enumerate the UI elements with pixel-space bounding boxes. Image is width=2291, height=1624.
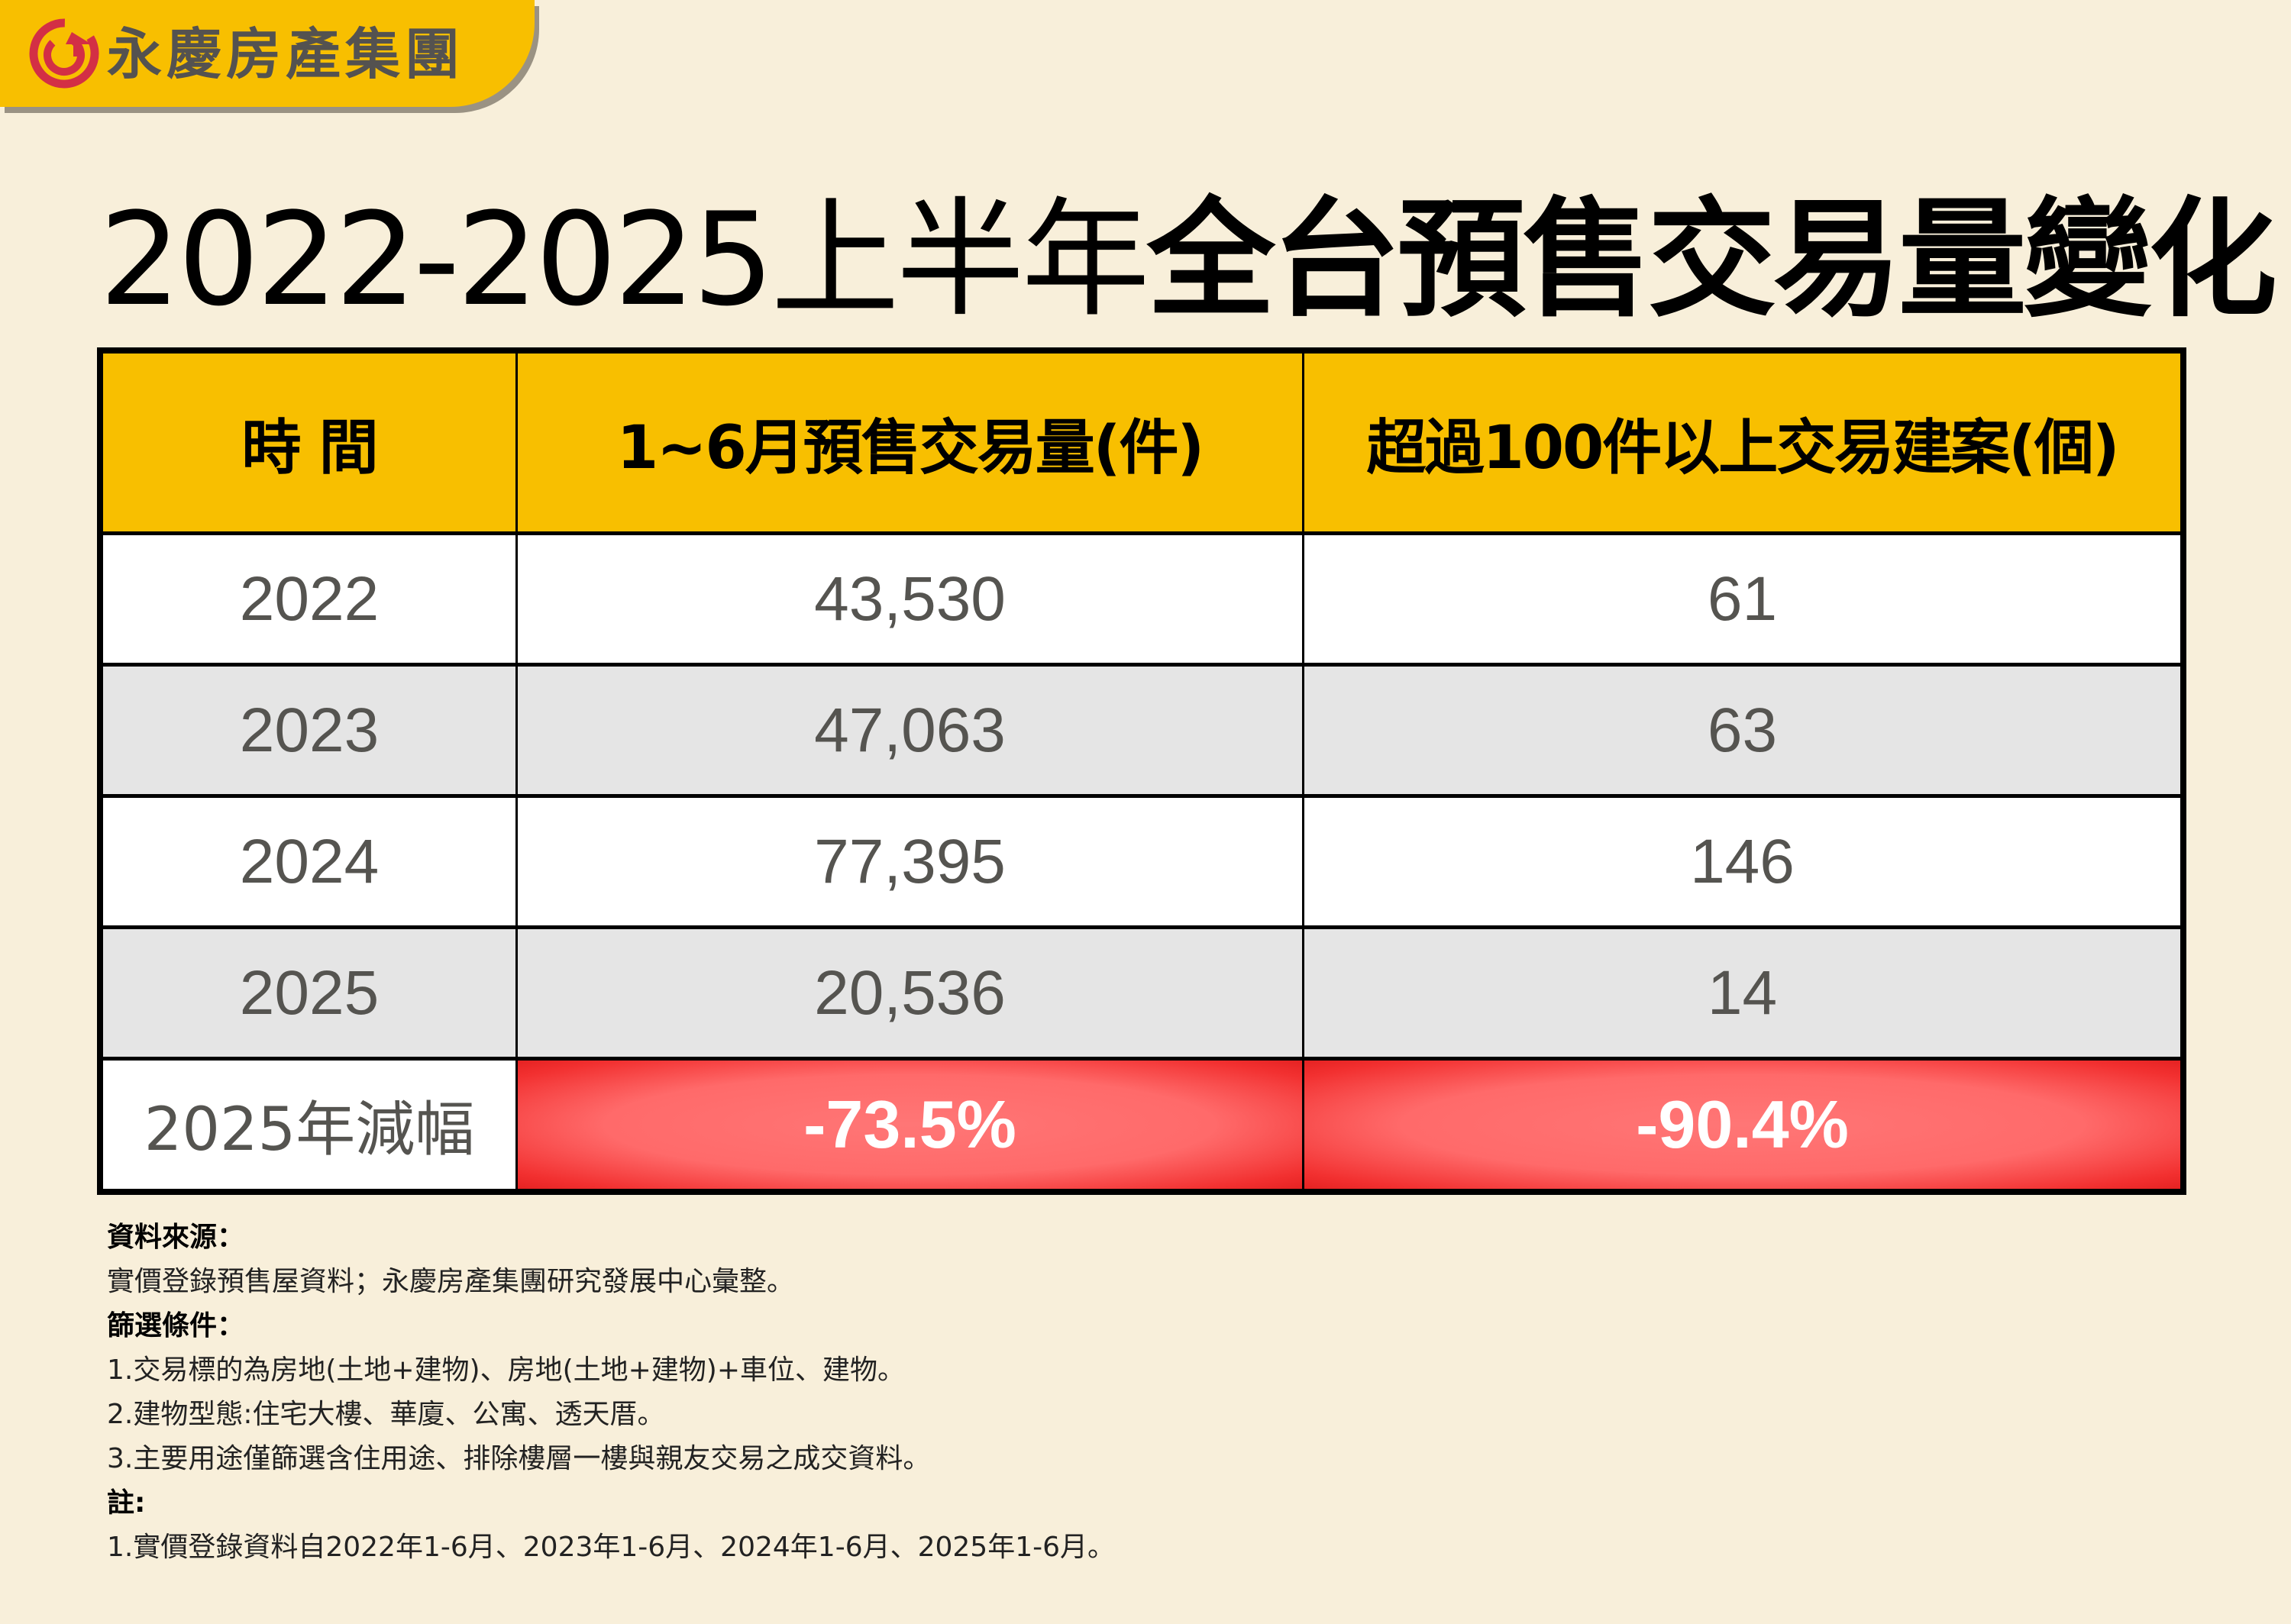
table-header-row: 時 間 1~6月預售交易量(件) 超過100件以上交易建案(個) bbox=[103, 354, 2180, 535]
projects-change-badge: -90.4% bbox=[1304, 1061, 2180, 1189]
table-row: 2025 20,536 14 bbox=[103, 929, 2180, 1061]
cell-year: 2024 bbox=[103, 798, 518, 925]
table-row: 2023 47,063 63 bbox=[103, 667, 2180, 798]
cell-volume: 47,063 bbox=[518, 667, 1304, 794]
cell-year: 2023 bbox=[103, 667, 518, 794]
filter-heading: 篩選條件： bbox=[107, 1310, 245, 1341]
remark-item: 1.實價登錄資料自2022年1-6月、2023年1-6月、2024年1-6月、2… bbox=[107, 1532, 1116, 1563]
source-heading: 資料來源： bbox=[107, 1222, 245, 1253]
presale-volume-table: 時 間 1~6月預售交易量(件) 超過100件以上交易建案(個) 2022 43… bbox=[97, 347, 2186, 1195]
cell-volume: 20,536 bbox=[518, 929, 1304, 1057]
cell-projects: 14 bbox=[1707, 957, 1778, 1028]
summary-row: 2025年減幅 -73.5% -90.4% bbox=[103, 1061, 2180, 1189]
cell-volume: 77,395 bbox=[518, 798, 1304, 925]
cell-projects: 63 bbox=[1707, 695, 1778, 765]
table-row: 2024 77,395 146 bbox=[103, 798, 2180, 929]
volume-change-badge: -73.5% bbox=[518, 1061, 1304, 1189]
filter-item: 1.交易標的為房地(土地+建物)、房地(土地+建物)+車位、建物。 bbox=[107, 1354, 906, 1386]
table-row: 2022 43,530 61 bbox=[103, 535, 2180, 667]
header-projects: 超過100件以上交易建案(個) bbox=[1366, 413, 2119, 483]
brand-name: 永慶房產集團 bbox=[107, 22, 465, 86]
cell-volume: 43,530 bbox=[518, 535, 1304, 663]
cell-year: 2022 bbox=[103, 535, 518, 663]
source-text: 實價登錄預售屋資料；永慶房產集團研究發展中心彙整。 bbox=[107, 1266, 795, 1297]
brand-banner: 永慶房產集團 bbox=[0, 0, 535, 107]
remark-heading: 註: bbox=[107, 1487, 146, 1519]
header-time: 時 間 bbox=[103, 354, 518, 531]
house-arrow-circle-icon bbox=[29, 18, 99, 89]
title-subject: 全台預售交易量變化 bbox=[1146, 185, 2277, 334]
title-period: 2022-2025上半年 bbox=[99, 185, 1150, 334]
cell-projects: 61 bbox=[1707, 563, 1778, 634]
cell-projects: 146 bbox=[1690, 826, 1795, 896]
summary-label: 2025年減幅 bbox=[103, 1061, 518, 1189]
filter-item: 3.主要用途僅篩選含住用途、排除樓層一樓與親友交易之成交資料。 bbox=[107, 1443, 931, 1474]
footnotes: 資料來源： 實價登錄預售屋資料；永慶房產集團研究發展中心彙整。 篩選條件： 1.… bbox=[107, 1216, 1115, 1570]
filter-item: 2.建物型態:住宅大樓、華廈、公寓、透天厝。 bbox=[107, 1399, 665, 1430]
header-volume: 1~6月預售交易量(件) bbox=[518, 354, 1304, 531]
page-title: 2022-2025上半年全台預售交易量變化 bbox=[99, 191, 2277, 328]
cell-year: 2025 bbox=[103, 929, 518, 1057]
